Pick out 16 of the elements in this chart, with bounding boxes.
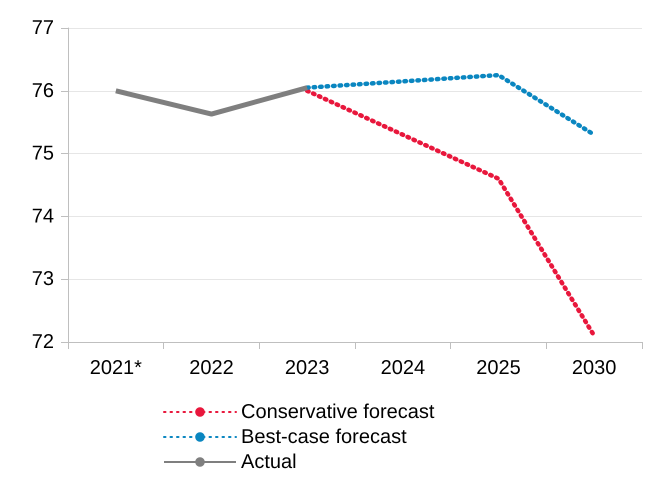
y-tick-label: 73: [32, 268, 54, 290]
x-tick-label: 2023: [284, 357, 330, 379]
legend-label: Actual: [241, 451, 297, 473]
y-tick-label: 75: [32, 142, 54, 165]
y-tick-label: 77: [32, 17, 54, 39]
legend-label: Conservative forecast: [241, 401, 435, 423]
x-tick-label: 2024: [380, 357, 426, 379]
x-tick-label: 2030: [572, 357, 616, 379]
x-tick-label: 2025: [476, 357, 521, 379]
line-series: [304, 88, 596, 338]
x-tick-label: 2021*: [90, 357, 142, 379]
y-tick-label: 76: [32, 80, 54, 102]
x-tick-label: 2022: [189, 357, 234, 379]
y-tick-label: 72: [32, 331, 54, 353]
y-tick-label: 74: [32, 205, 54, 228]
legend-label: Best-case forecast: [241, 426, 408, 448]
